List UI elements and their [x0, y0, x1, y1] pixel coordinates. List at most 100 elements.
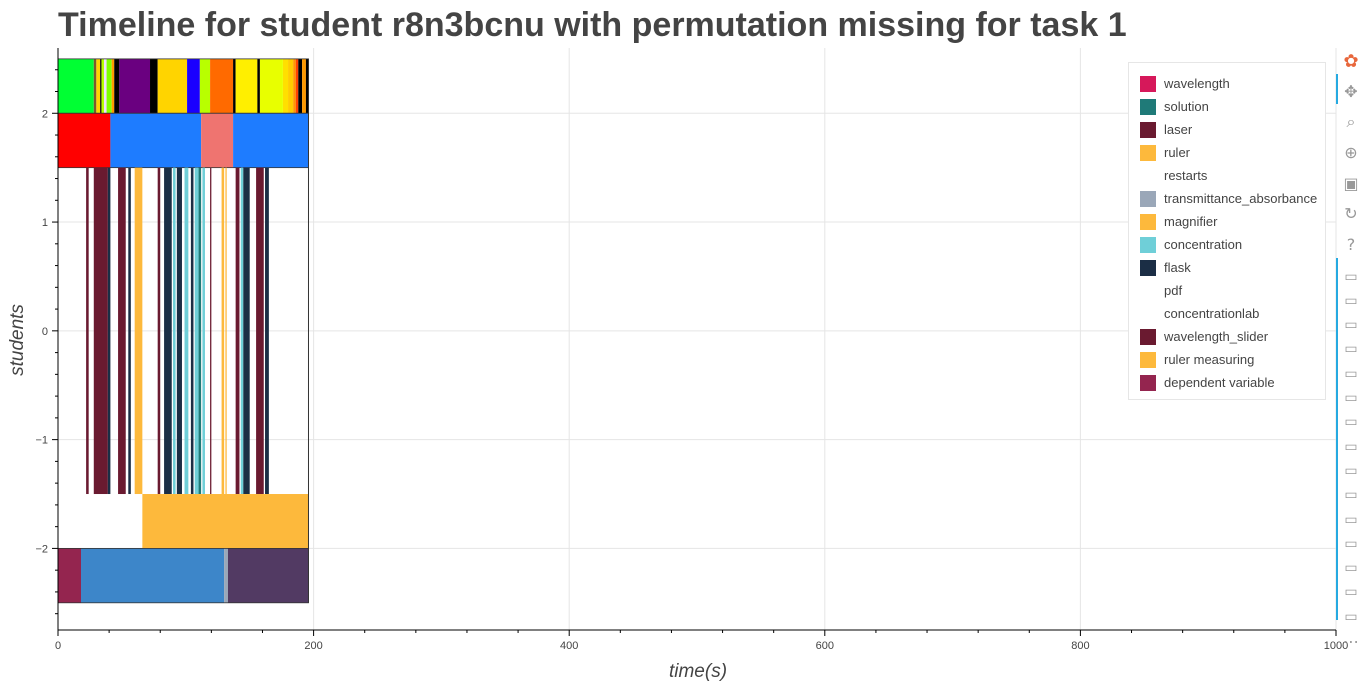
timeline-bar-segment — [86, 167, 89, 495]
timeline-bar-segment — [202, 167, 205, 495]
hover-tool-icon[interactable]: ▭ — [1344, 560, 1358, 577]
legend-swatch — [1140, 144, 1156, 161]
hover-tool-icon[interactable]: ▭ — [1344, 341, 1358, 358]
timeline-bar-segment — [119, 58, 151, 114]
hover-tool-icon[interactable]: ▭ — [1344, 608, 1358, 625]
timeline-bar-segment — [259, 58, 283, 114]
legend-item[interactable]: dependent variable — [1129, 371, 1325, 394]
hover-tool-icon[interactable]: ▭ — [1344, 317, 1358, 334]
legend-label: restarts — [1164, 168, 1208, 183]
hover-tool-icon[interactable]: ▭ — [1344, 390, 1358, 406]
timeline-bar-segment — [256, 167, 264, 495]
timeline-bar-segment — [210, 58, 234, 114]
legend-item[interactable]: restarts — [1129, 164, 1325, 187]
legend-item[interactable]: laser — [1129, 118, 1325, 141]
legend-swatch — [1140, 328, 1156, 345]
timeline-bar-segment — [81, 548, 225, 603]
timeline-bar-segment — [293, 58, 296, 114]
timeline-bar-segment — [210, 167, 212, 495]
x-tick-label: 400 — [560, 640, 578, 652]
timeline-bar-segment — [114, 58, 120, 114]
chart-toolbar: ✿ ✥ ⌕ ⊕ ▣ ↻? ▭ ▭ ▭ ▭ ▭ ▭ ▭ ▭ ▭ ▭ ▭ ▭ ▭ ▭ ▭ ⋯ — [1336, 48, 1366, 651]
x-axis-title: time(s) — [669, 661, 727, 682]
legend-label: solution — [1164, 99, 1209, 114]
hover-tool-icon[interactable]: ▭ — [1344, 292, 1358, 309]
hover-tool-icon[interactable]: ▭ — [1344, 414, 1358, 431]
legend-item[interactable]: wavelength_slider — [1129, 325, 1325, 348]
legend-label: concentrationlab — [1164, 306, 1260, 321]
timeline-bar-segment — [225, 167, 227, 495]
legend-label: ruler — [1164, 145, 1191, 160]
legend-item[interactable]: flask — [1129, 256, 1325, 279]
timeline-bar-segment — [58, 58, 94, 114]
help-tool-icon[interactable]: ? — [1346, 234, 1356, 254]
reset-tool-icon[interactable]: ↻ — [1344, 204, 1358, 223]
hover-tool-icon[interactable]: ▭ — [1344, 584, 1358, 601]
legend-item[interactable]: ruler — [1129, 141, 1325, 164]
timeline-bar-segment — [233, 58, 236, 114]
save-tool-icon[interactable]: ▣ — [1343, 173, 1359, 193]
legend-label: laser — [1164, 122, 1193, 137]
timeline-bar-segment — [111, 58, 115, 114]
chart-legend: wavelength solution laser ruler restarts tran… — [1128, 62, 1326, 400]
y-axis-title: students — [7, 304, 28, 376]
timeline-bar-segment — [257, 58, 260, 114]
timeline-bar-segment — [198, 167, 202, 495]
hover-tool-icon[interactable]: ▭ — [1344, 365, 1358, 382]
x-tick-label: 0 — [55, 640, 61, 652]
timeline-bar-segment — [58, 548, 82, 603]
y-tick-label: 2 — [42, 108, 48, 120]
legend-item[interactable]: concentrationlab — [1129, 302, 1325, 325]
timeline-bar-segment — [235, 167, 240, 495]
legend-item[interactable]: ruler measuring — [1129, 348, 1325, 371]
timeline-bar-segment — [233, 113, 309, 168]
hover-tool-icon[interactable]: ▭ — [1344, 268, 1358, 285]
timeline-bar-segment — [302, 58, 306, 114]
legend-label: flask — [1164, 260, 1191, 275]
hover-tool-icon[interactable]: ▭ — [1344, 535, 1358, 552]
legend-item[interactable]: pdf — [1129, 279, 1325, 302]
legend-label: dependent variable — [1164, 375, 1275, 390]
legend-item[interactable]: concentration — [1129, 233, 1325, 256]
legend-item[interactable]: transmittance_absorbance — [1129, 187, 1325, 210]
timeline-bar-segment — [305, 58, 309, 114]
timeline-bar-segment — [93, 167, 108, 495]
timeline-bar-segment — [295, 58, 299, 114]
timeline-bar-segment — [221, 167, 225, 495]
legend-item[interactable]: magnifier — [1129, 210, 1325, 233]
timeline-bars — [57, 58, 309, 604]
x-tick-label: 1000 — [1324, 640, 1348, 652]
timeline-bar-segment — [243, 167, 250, 495]
timeline-bar-segment — [201, 113, 234, 168]
hover-tool-icon[interactable]: ▭ — [1344, 511, 1358, 528]
active-tool-indicator — [1336, 74, 1338, 104]
timeline-bar-segment — [118, 167, 126, 495]
legend-item[interactable]: wavelength — [1129, 72, 1325, 95]
more-tools-icon[interactable]: ⋯ — [1343, 631, 1359, 651]
timeline-bar-segment — [187, 58, 200, 114]
legend-swatch — [1140, 236, 1156, 253]
legend-swatch — [1140, 98, 1156, 115]
grid-lines — [57, 48, 1337, 630]
legend-swatch — [1140, 259, 1156, 276]
hover-tool-icon[interactable]: ▭ — [1344, 487, 1358, 504]
timeline-bar-segment — [157, 167, 161, 495]
timeline-bar-segment — [240, 167, 244, 495]
hover-tool-icon[interactable]: ▭ — [1344, 438, 1358, 455]
legend-swatch — [1140, 121, 1156, 138]
legend-item[interactable]: solution — [1129, 95, 1325, 118]
legend-swatch — [1140, 305, 1156, 322]
timeline-bar-segment — [298, 58, 303, 114]
legend-swatch — [1140, 282, 1156, 299]
pan-tool-icon[interactable]: ✥ — [1344, 82, 1358, 101]
timeline-bar-segment — [104, 58, 107, 114]
legend-swatch — [1140, 213, 1156, 230]
hover-tool-icon[interactable]: ▭ — [1344, 462, 1358, 479]
timeline-bar-segment — [282, 58, 289, 114]
box-zoom-tool-icon[interactable]: ⌕ — [1346, 112, 1356, 131]
wheel-zoom-tool-icon[interactable]: ⊕ — [1344, 143, 1358, 162]
timeline-bar-segment — [128, 167, 131, 495]
timeline-bar-segment — [107, 167, 111, 495]
legend-label: wavelength_slider — [1164, 329, 1269, 344]
